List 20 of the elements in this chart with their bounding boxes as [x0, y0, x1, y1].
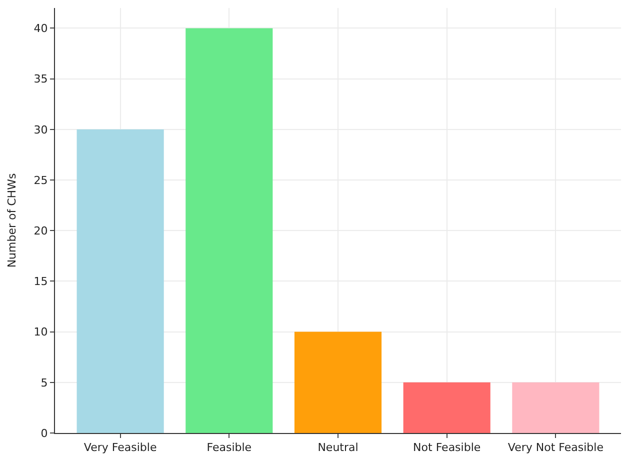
bar [512, 382, 600, 433]
y-tick-label: 10 [34, 326, 48, 339]
bar [76, 129, 164, 433]
x-tick-label: Very Not Feasible [508, 441, 604, 454]
y-tick-label: 0 [40, 426, 48, 440]
y-tick-label: 25 [34, 174, 48, 187]
x-tick-label: Very Feasible [84, 441, 157, 454]
bar [186, 28, 273, 433]
y-tick-label: 5 [40, 376, 48, 390]
x-tick-label: Not Feasible [413, 441, 481, 454]
y-tick-label: 30 [34, 123, 48, 136]
y-axis-title: Number of CHWs [5, 173, 18, 268]
y-tick-label: 20 [34, 224, 48, 238]
y-tick-label: 35 [34, 72, 48, 86]
y-tick-label: 40 [34, 22, 48, 36]
bar [294, 332, 382, 433]
bar [403, 382, 490, 433]
x-tick-label: Neutral [318, 441, 358, 454]
x-tick-label: Feasible [206, 441, 252, 454]
y-tick-label: 15 [34, 275, 48, 288]
